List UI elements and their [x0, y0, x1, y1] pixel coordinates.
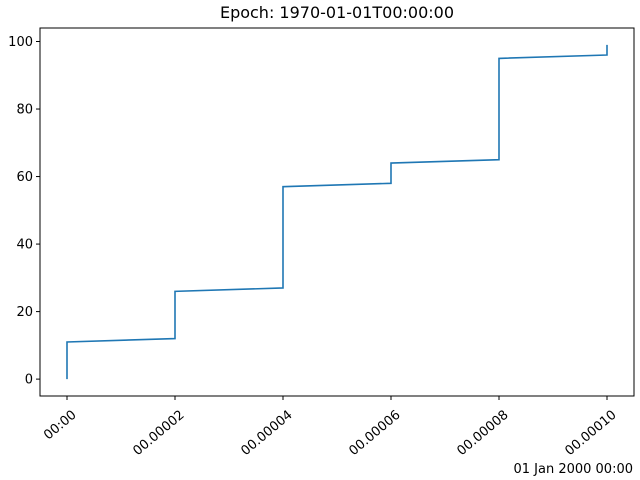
x-tick-label: 00.00010: [562, 408, 619, 459]
y-tick-label: 40: [16, 238, 33, 253]
series-layer: [66, 44, 608, 380]
y-tick-label: 20: [16, 305, 33, 320]
x-axis: 00:00 00.00002 00.00004 00.00006 00.00008 00.…: [41, 396, 620, 459]
y-tick-label: 100: [8, 35, 33, 50]
plot-area-frame: [39, 27, 635, 397]
x-tick-label: 00.00006: [346, 408, 403, 459]
series-line: [66, 44, 608, 380]
x-tick-label: 00.00008: [454, 408, 511, 459]
chart-title: Epoch: 1970-01-01T00:00:00: [220, 3, 454, 22]
y-axis: 0 20 40 60 80 100: [8, 35, 40, 388]
y-tick-label: 80: [16, 103, 33, 118]
x-tick-label: 00:00: [41, 408, 79, 444]
y-tick-label: 60: [16, 170, 33, 185]
x-tick-label: 00.00002: [130, 408, 187, 459]
x-axis-offset-label: 01 Jan 2000 00:00: [513, 462, 633, 477]
y-tick-label: 0: [25, 373, 33, 388]
x-tick-label: 00.00004: [238, 408, 295, 459]
